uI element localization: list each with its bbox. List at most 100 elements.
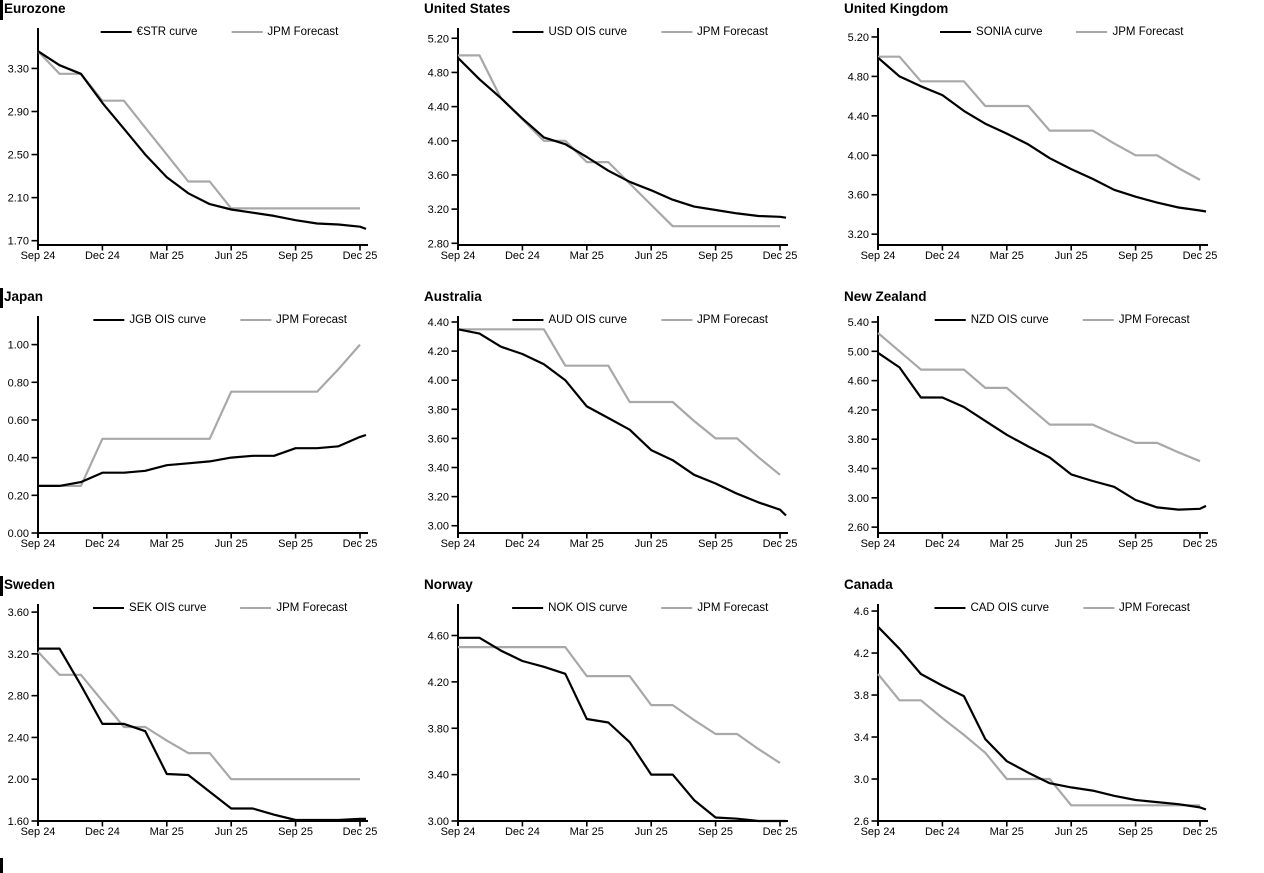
forecast-line — [878, 55, 1201, 181]
x-axis-tick-label: Dec 25 — [343, 538, 378, 550]
forecast-line-swatch-icon — [661, 607, 693, 609]
y-axis-tick-label: 2.80 — [8, 691, 29, 703]
y-axis-tick-label: 3.00 — [428, 521, 449, 533]
x-axis-tick-label: Sep 24 — [21, 538, 56, 550]
forecast-line — [877, 332, 1201, 463]
y-axis-tick-label: 1.60 — [8, 816, 29, 828]
x-axis-tick-label: Sep 25 — [1118, 250, 1153, 262]
ois-curve-line — [37, 50, 367, 230]
ois-curve-line — [877, 56, 1207, 213]
ois-curve-line — [457, 328, 787, 517]
forecast-line — [458, 328, 781, 476]
x-axis-tick-label: Dec 24 — [505, 538, 540, 550]
x-axis-tick-label: Sep 24 — [441, 826, 476, 838]
x-axis-tick-label: Mar 25 — [570, 826, 604, 838]
chart-cell: 1.60 2.00 2.40 2.80 3.20 3.60 Sep 24 Dec 24 Mar … — [0, 576, 420, 873]
x-axis-tick-label: Jun 25 — [1055, 538, 1088, 550]
x-axis-tick-label: Mar 25 — [570, 250, 604, 262]
x-axis-tick-label: Sep 25 — [1118, 538, 1153, 550]
forecast-legend-label: JPM Forecast — [267, 26, 339, 38]
y-axis-tick-label: 4.00 — [428, 136, 449, 148]
x-axis-tick-label: Mar 25 — [150, 250, 184, 262]
ois-curve-legend-label: SONIA curve — [976, 26, 1043, 38]
forecast-line-swatch-icon — [240, 319, 272, 321]
y-axis-tick-label: 2.6 — [854, 816, 869, 828]
y-axis-tick-label: 3.20 — [428, 492, 449, 504]
rate-chart-plot: 3.00 3.40 3.80 4.20 4.60 Sep 24 Dec 24 Mar 25 Ju… — [428, 604, 798, 838]
y-axis-tick-label: 3.20 — [8, 649, 29, 661]
rate-chart-plot: 2.80 3.20 3.60 4.00 4.40 4.80 5.20 Sep 24 Dec 24… — [428, 28, 798, 262]
x-axis-tick-label: Sep 25 — [278, 250, 313, 262]
y-axis-tick-label: 3.00 — [428, 816, 449, 828]
x-axis-tick-label: Dec 24 — [85, 538, 120, 550]
y-axis-tick-label: 3.80 — [848, 434, 869, 446]
y-axis-tick-label: 3.40 — [848, 464, 869, 476]
chart-title: United Kingdom — [844, 1, 949, 16]
x-axis-tick-label: Mar 25 — [150, 826, 184, 838]
x-axis-tick-label: Jun 25 — [215, 538, 248, 550]
x-axis-tick-label: Sep 24 — [21, 250, 56, 262]
ois-curve-legend-label: CAD OIS curve — [970, 602, 1050, 614]
y-axis-tick-label: 5.20 — [428, 33, 449, 45]
forecast-legend-label: JPM Forecast — [276, 602, 348, 614]
x-axis-tick-label: Dec 24 — [925, 250, 960, 262]
chart-cell: 3.20 3.60 4.00 4.40 4.80 5.20 Sep 24 Dec 24 Mar … — [840, 0, 1264, 288]
x-axis-tick-label: Mar 25 — [570, 538, 604, 550]
ois-curve-line — [457, 57, 787, 219]
forecast-legend-label: JPM Forecast — [697, 314, 768, 326]
x-axis-tick-label: Sep 24 — [861, 250, 896, 262]
y-axis-tick-label: 2.40 — [8, 732, 29, 744]
y-axis-tick-label: 4.2 — [854, 648, 869, 660]
y-axis-tick-label: 4.80 — [848, 71, 869, 83]
ois-curve-line — [38, 647, 366, 822]
chart-title: Norway — [424, 577, 473, 592]
forecast-legend-label: JPM Forecast — [697, 26, 768, 38]
chart-legend: SEK OIS curve JPM Forecast — [93, 602, 347, 614]
y-axis-tick-label: 2.10 — [8, 193, 29, 205]
ois-curve-legend-label: NZD OIS curve — [970, 314, 1049, 326]
y-axis-tick-label: 0.40 — [8, 453, 29, 465]
forecast-line-swatch-icon — [240, 607, 272, 609]
chart-title: Eurozone — [4, 1, 66, 16]
y-axis-tick-label: 2.60 — [848, 522, 869, 534]
y-axis-tick-label: 1.70 — [8, 236, 29, 248]
rate-chart-plot: 1.60 2.00 2.40 2.80 3.20 3.60 Sep 24 Dec 24 Mar … — [8, 604, 377, 838]
x-axis-tick-label: Sep 24 — [861, 538, 896, 550]
y-axis-tick-label: 3.20 — [428, 204, 449, 216]
y-axis-tick-label: 5.20 — [848, 32, 869, 44]
x-axis-tick-label: Jun 25 — [215, 826, 248, 838]
x-axis-tick-label: Mar 25 — [150, 538, 184, 550]
x-axis-tick-label: Sep 25 — [698, 250, 733, 262]
x-axis-tick-label: Jun 25 — [635, 250, 668, 262]
x-axis-tick-label: Sep 24 — [21, 826, 56, 838]
y-axis-tick-label: 4.40 — [848, 111, 869, 123]
chart-legend: AUD OIS curve JPM Forecast — [512, 314, 768, 326]
y-axis-tick-label: 4.20 — [428, 677, 449, 689]
forecast-line-swatch-icon — [1076, 31, 1108, 33]
y-axis-tick-label: 2.00 — [8, 774, 29, 786]
y-axis-tick-label: 3.60 — [428, 433, 449, 445]
chart-cell: 3.00 3.40 3.80 4.20 4.60 Sep 24 Dec 24 Mar 25 Ju… — [420, 576, 840, 873]
x-axis-tick-label: Dec 25 — [763, 826, 798, 838]
ois-curve-line-swatch-icon — [93, 319, 125, 321]
forecast-line — [458, 54, 780, 228]
chart-title: Sweden — [4, 577, 56, 592]
y-axis-tick-label: 3.8 — [854, 690, 869, 702]
ois-curve-line-swatch-icon — [93, 607, 125, 609]
ois-curve-legend-label: €STR curve — [136, 26, 198, 38]
rate-chart-plot: 2.6 3.0 3.4 3.8 4.2 4.6 Sep 24 Dec 24 Mar 25 Jun … — [854, 604, 1217, 838]
ois-curve-line-swatch-icon — [934, 319, 966, 321]
chart-legend: €STR curve JPM Forecast — [100, 26, 339, 38]
ois-curve-legend-label: AUD OIS curve — [548, 314, 628, 326]
x-axis-tick-label: Sep 24 — [861, 826, 896, 838]
y-axis-tick-label: 5.00 — [848, 346, 869, 358]
y-axis-tick-label: 0.20 — [8, 490, 29, 502]
chart-legend: SONIA curve JPM Forecast — [940, 26, 1183, 38]
y-axis-tick-label: 2.90 — [8, 107, 29, 119]
chart-legend: NZD OIS curve JPM Forecast — [934, 314, 1190, 326]
chart-legend: USD OIS curve JPM Forecast — [512, 26, 768, 38]
y-axis-tick-label: 4.6 — [854, 606, 869, 618]
x-axis-tick-label: Dec 25 — [763, 250, 798, 262]
ois-curve-line — [877, 351, 1207, 511]
ois-curve-legend-label: JGB OIS curve — [129, 314, 207, 326]
